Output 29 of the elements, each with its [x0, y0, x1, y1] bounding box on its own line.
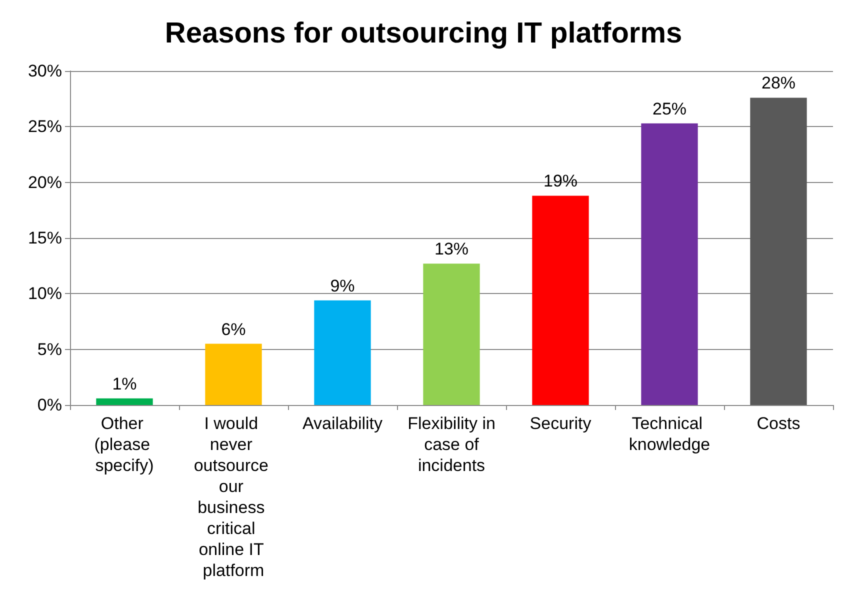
x-tick-label: Costs [756, 414, 800, 433]
y-tick-label: 20% [28, 172, 62, 192]
data-label: 28% [761, 74, 796, 93]
x-tick-label: Security [530, 414, 592, 433]
bar [641, 123, 698, 405]
data-label: 1% [112, 374, 137, 394]
y-tick-label: 25% [28, 117, 62, 136]
bar [532, 196, 589, 405]
y-tick-label: 0% [37, 396, 62, 414]
bar [750, 98, 807, 405]
data-label: 9% [330, 276, 355, 296]
data-label: 13% [434, 240, 469, 259]
data-label: 25% [652, 99, 687, 118]
y-tick-label: 15% [28, 228, 62, 248]
x-tick-label: I would never outsource our business critical online IT platform [194, 414, 274, 580]
x-tick-label: Availability [302, 414, 383, 433]
y-tick-label: 30% [28, 62, 62, 80]
y-tick-label: 5% [37, 340, 62, 359]
bar [205, 344, 262, 405]
chart-title: Reasons for outsourcing IT platforms [164, 18, 682, 50]
data-label: 6% [221, 320, 246, 339]
x-tick-label: Technical knowledge [628, 414, 710, 454]
bar [96, 398, 153, 405]
data-label: 19% [543, 172, 578, 191]
y-tick-label: 10% [28, 284, 62, 304]
bar [314, 300, 371, 405]
bar [423, 264, 480, 405]
x-tick-label: Other (please specify) [94, 414, 155, 475]
x-tick-label: Flexibility in case of incidents [408, 414, 496, 475]
